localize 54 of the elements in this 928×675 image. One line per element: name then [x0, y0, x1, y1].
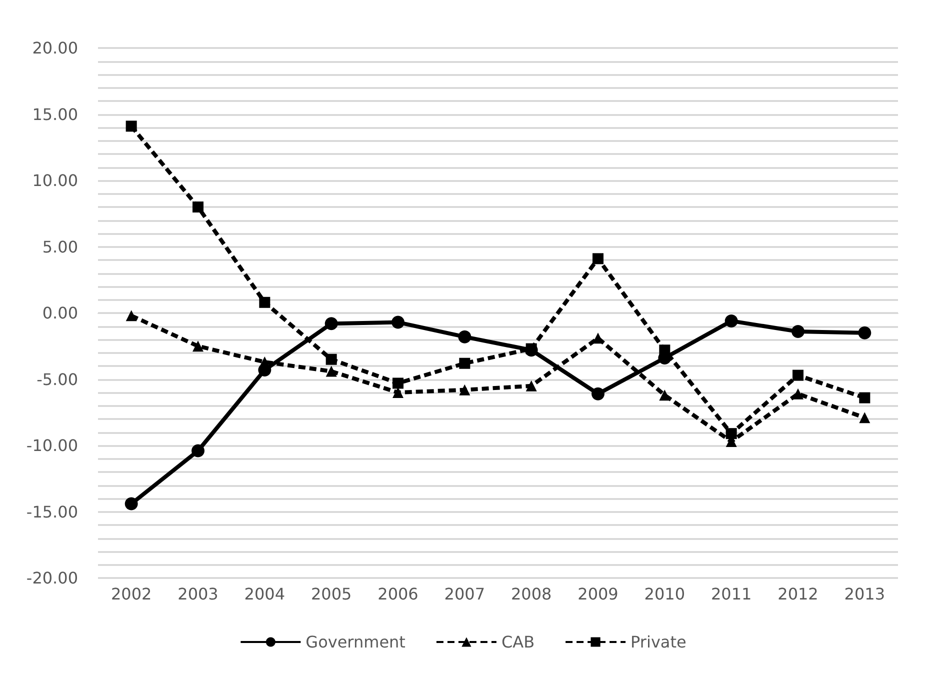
- point: [324, 317, 338, 330]
- point: [459, 384, 470, 396]
- point: [192, 340, 204, 352]
- y-tick-label: 5.00: [42, 237, 78, 256]
- y-tick-label: 0.00: [42, 304, 78, 322]
- x-tick-label: 2013: [844, 584, 886, 604]
- point: [458, 330, 472, 344]
- point: [724, 314, 738, 328]
- x-tick-label: 2011: [710, 584, 752, 604]
- point: [259, 296, 270, 308]
- point: [392, 378, 404, 389]
- point: [592, 387, 604, 400]
- point: [859, 412, 870, 424]
- point: [526, 380, 537, 392]
- legend-label: Government: [306, 632, 406, 652]
- x-tick-label: 2009: [578, 584, 618, 604]
- y-tick-label: -20.00: [26, 568, 78, 588]
- point: [258, 363, 272, 376]
- x-tick-label: 2003: [178, 584, 218, 604]
- y-tick-label: -15.00: [26, 502, 78, 522]
- point: [592, 332, 604, 344]
- legend-label: CAB: [501, 632, 535, 652]
- x-tick-label: 2004: [244, 584, 286, 604]
- x-tick-label: 2012: [778, 584, 818, 604]
- x-tick-label: 2005: [310, 584, 352, 604]
- point: [792, 370, 804, 381]
- x-tick-label: 2002: [110, 584, 152, 604]
- legend-label: Private: [630, 632, 686, 652]
- x-tick-label: 2007: [444, 584, 486, 604]
- y-tick-label: -10.00: [26, 436, 78, 455]
- point: [326, 366, 337, 377]
- point: [392, 387, 404, 398]
- point: [592, 253, 604, 264]
- point: [192, 444, 204, 458]
- y-tick-label: 15.00: [32, 104, 78, 124]
- point: [192, 202, 204, 212]
- x-tick-label: 2006: [378, 584, 418, 604]
- point: [459, 358, 470, 369]
- point: [726, 428, 737, 440]
- point: [792, 325, 804, 338]
- point: [659, 390, 670, 401]
- point: [326, 354, 337, 365]
- point: [792, 388, 804, 400]
- point: [124, 497, 138, 510]
- point: [859, 392, 870, 404]
- y-tick-label: 10.00: [32, 171, 78, 190]
- point: [126, 120, 137, 132]
- point: [126, 310, 137, 322]
- x-tick-label: 2008: [510, 584, 552, 604]
- point: [392, 316, 404, 329]
- point: [858, 326, 872, 340]
- y-tick-label: -5.00: [36, 370, 78, 389]
- x-tick-label: 2010: [644, 584, 686, 604]
- y-tick-label: 20.00: [32, 38, 78, 58]
